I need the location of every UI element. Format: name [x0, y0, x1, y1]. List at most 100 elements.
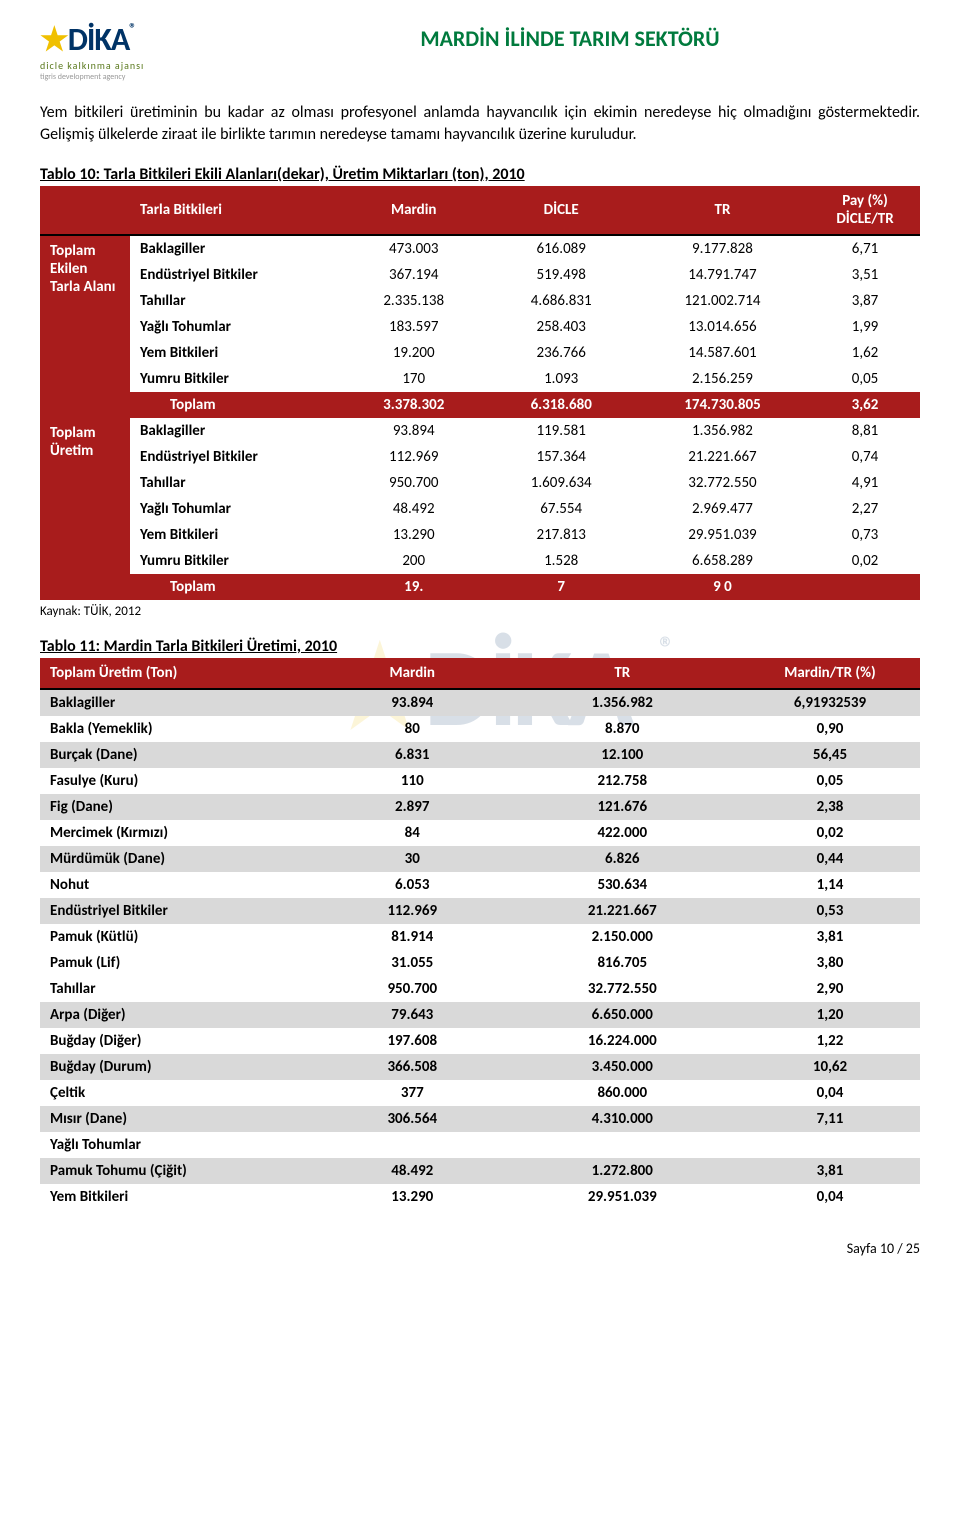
t11-cell: 12.100: [505, 742, 740, 768]
t10-h3: DİCLE: [487, 186, 634, 235]
t11-cell: 56,45: [740, 742, 920, 768]
t11-cell: Mercimek (Kırmızı): [40, 820, 320, 846]
t10-cell: Yağlı Tohumlar: [130, 496, 340, 522]
t10-cell: Baklagiller: [130, 235, 340, 262]
t11-cell: Buğday (Diğer): [40, 1028, 320, 1054]
t10-cell: 6,71: [810, 235, 920, 262]
t11-cell: 21.221.667: [505, 898, 740, 924]
t11-cell: Çeltik: [40, 1080, 320, 1106]
t10-cell: 367.194: [340, 262, 487, 288]
t10-cell: 473.003: [340, 235, 487, 262]
table10-source: Kaynak: TÜİK, 2012: [40, 604, 920, 619]
t11-cell: 6.831: [320, 742, 505, 768]
t11-cell: Fasulye (Kuru): [40, 768, 320, 794]
t10-total-cell: 3.378.302: [340, 392, 487, 418]
t11-cell: [505, 1132, 740, 1158]
t10-cell: 8,81: [810, 418, 920, 444]
t11-cell: 48.492: [320, 1158, 505, 1184]
t10-cell: 9.177.828: [635, 235, 810, 262]
t10-cell: 4.686.831: [487, 288, 634, 314]
t11-cell: 1,22: [740, 1028, 920, 1054]
t11-cell: Baklagiller: [40, 689, 320, 716]
t11-cell: 84: [320, 820, 505, 846]
page-header: ★DİKA® dicle kalkınma ajansı tigris deve…: [40, 20, 920, 82]
logo-text: DİKA: [68, 20, 130, 59]
t10-cell: Yumru Bitkiler: [130, 548, 340, 574]
t11-cell: 13.290: [320, 1184, 505, 1210]
logo: ★DİKA® dicle kalkınma ajansı tigris deve…: [40, 20, 200, 82]
t10-cell: 950.700: [340, 470, 487, 496]
t10-cell: 3,87: [810, 288, 920, 314]
t11-cell: 0,05: [740, 768, 920, 794]
t10-cell: 48.492: [340, 496, 487, 522]
t10-total-cell: 6.318.680: [487, 392, 634, 418]
t10-total-cell: 9 0: [635, 574, 810, 600]
t10-cell: 3,51: [810, 262, 920, 288]
t10-cell: 2.156.259: [635, 366, 810, 392]
t10-h5: Pay (%) DİCLE/TR: [810, 186, 920, 235]
t11-cell: 3,81: [740, 1158, 920, 1184]
table10: Tarla Bitkileri Mardin DİCLE TR Pay (%) …: [40, 186, 920, 600]
t11-h1: Toplam Üretim (Ton): [40, 658, 320, 689]
t11-cell: 212.758: [505, 768, 740, 794]
table11-caption: Tablo 11: Mardin Tarla Bitkileri Üretimi…: [40, 637, 920, 656]
t11-cell: 3,80: [740, 950, 920, 976]
t11-cell: Fig (Dane): [40, 794, 320, 820]
t11-h4: Mardin/TR (%): [740, 658, 920, 689]
t11-cell: [740, 1132, 920, 1158]
t11-cell: 6.650.000: [505, 1002, 740, 1028]
t10-cell: 183.597: [340, 314, 487, 340]
t10-total-cell: 174.730.805: [635, 392, 810, 418]
t11-cell: 1,20: [740, 1002, 920, 1028]
t10-total-cell: [810, 574, 920, 600]
t10-cell: 0,74: [810, 444, 920, 470]
t11-cell: Endüstriyel Bitkiler: [40, 898, 320, 924]
t10-cell: 121.002.714: [635, 288, 810, 314]
t10-cell: 1.528: [487, 548, 634, 574]
t10-cell: 616.089: [487, 235, 634, 262]
t10-cell: 2.969.477: [635, 496, 810, 522]
t11-cell: 16.224.000: [505, 1028, 740, 1054]
t11-cell: 1.272.800: [505, 1158, 740, 1184]
t11-cell: [320, 1132, 505, 1158]
t10-cell: 1.356.982: [635, 418, 810, 444]
t11-cell: 6,91932539: [740, 689, 920, 716]
t11-cell: 816.705: [505, 950, 740, 976]
t11-cell: Burçak (Dane): [40, 742, 320, 768]
t10-total-cell: 7: [487, 574, 634, 600]
t10-cell: 93.894: [340, 418, 487, 444]
t10-cell: 170: [340, 366, 487, 392]
t10-cell: 13.290: [340, 522, 487, 548]
t10-total-cell: 3,62: [810, 392, 920, 418]
t10-cell: 13.014.656: [635, 314, 810, 340]
t11-cell: Arpa (Diğer): [40, 1002, 320, 1028]
page-title: MARDİN İLİNDE TARIM SEKTÖRÜ: [220, 25, 920, 52]
t10-cell: 29.951.039: [635, 522, 810, 548]
t10-cell: Endüstriyel Bitkiler: [130, 262, 340, 288]
t10-cell: 19.200: [340, 340, 487, 366]
t11-cell: Buğday (Durum): [40, 1054, 320, 1080]
t10-cell: 258.403: [487, 314, 634, 340]
t11-cell: 197.608: [320, 1028, 505, 1054]
t10-cell: 119.581: [487, 418, 634, 444]
t11-cell: 3.450.000: [505, 1054, 740, 1080]
t10-cell: 200: [340, 548, 487, 574]
t11-cell: 32.772.550: [505, 976, 740, 1002]
t10-cell: 6.658.289: [635, 548, 810, 574]
t11-h2: Mardin: [320, 658, 505, 689]
t11-cell: Yem Bitkileri: [40, 1184, 320, 1210]
t11-h3: TR: [505, 658, 740, 689]
intro-paragraph: Yem bitkileri üretiminin bu kadar az olm…: [40, 102, 920, 147]
t11-cell: 3,81: [740, 924, 920, 950]
t11-cell: 79.643: [320, 1002, 505, 1028]
t11-cell: 6.053: [320, 872, 505, 898]
t11-cell: 1.356.982: [505, 689, 740, 716]
logo-subtitle2: tigris development agency: [40, 72, 200, 82]
table11: Toplam Üretim (Ton) Mardin TR Mardin/TR …: [40, 658, 920, 1210]
t10-total-cell: 19.: [340, 574, 487, 600]
t10-cell: 0,02: [810, 548, 920, 574]
t11-cell: 8.870: [505, 716, 740, 742]
t11-cell: 2.150.000: [505, 924, 740, 950]
t10-cell: Yağlı Tohumlar: [130, 314, 340, 340]
t11-cell: 10,62: [740, 1054, 920, 1080]
